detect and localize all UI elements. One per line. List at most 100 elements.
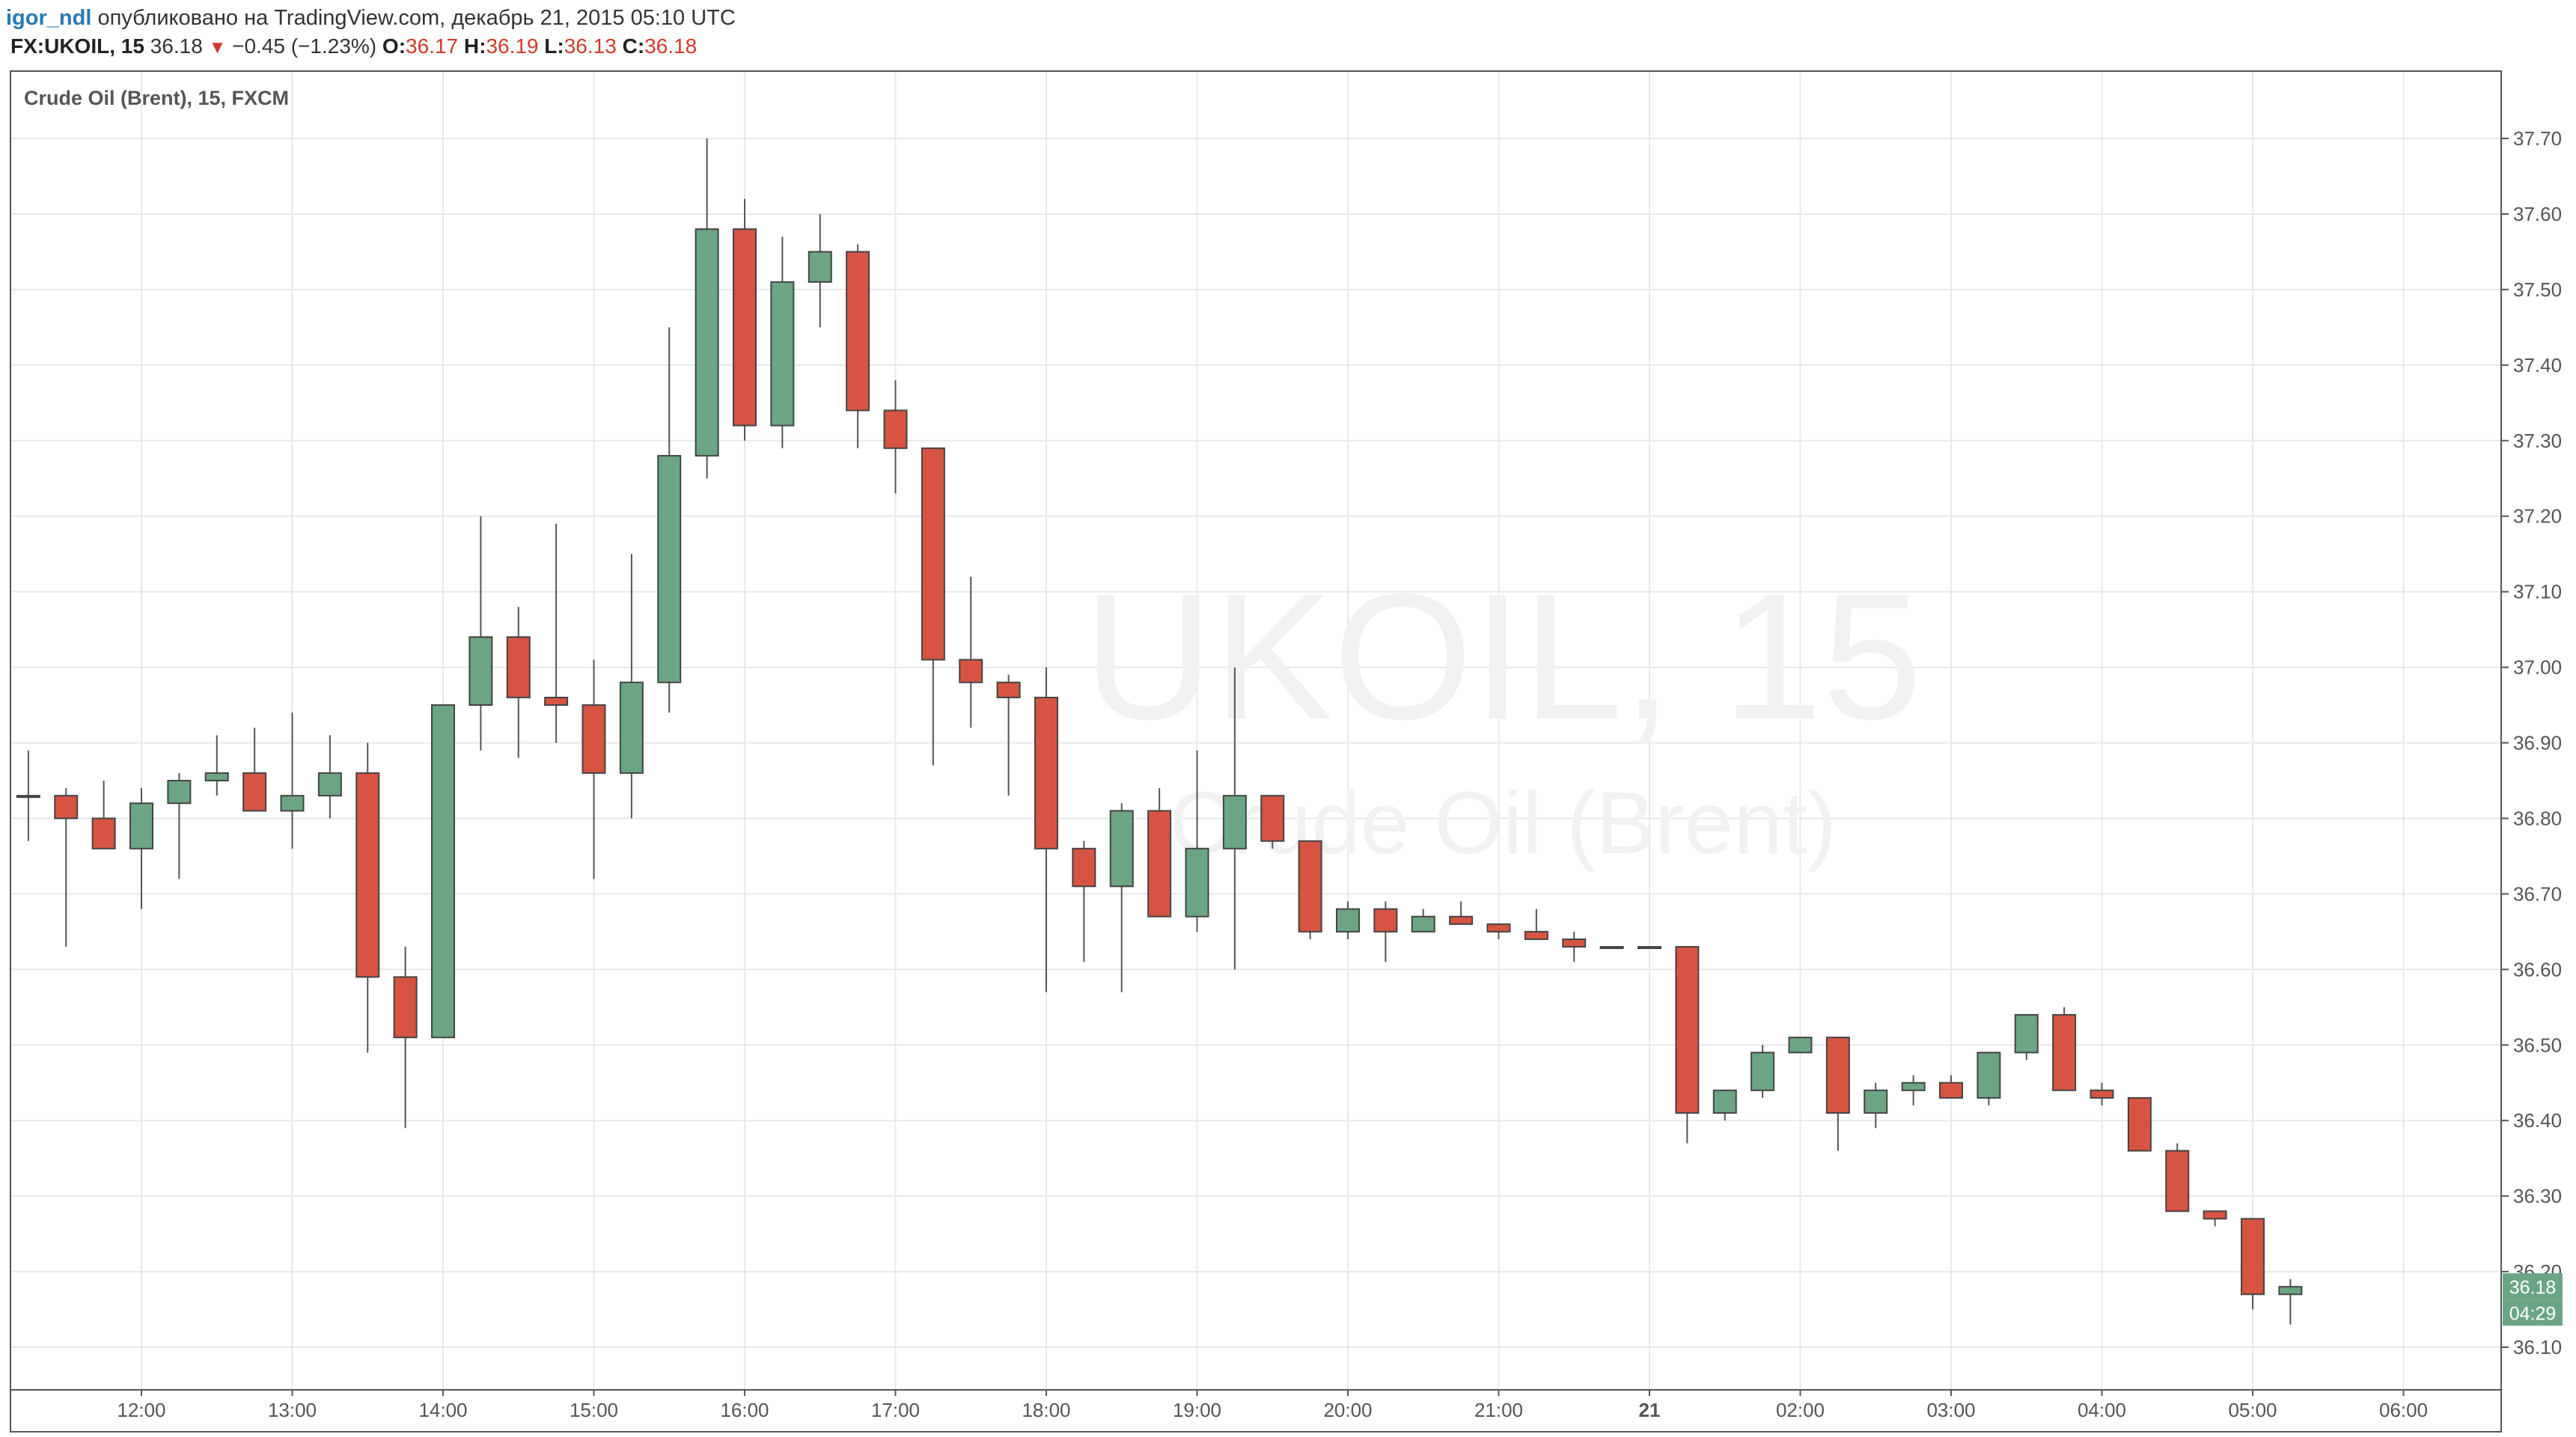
candle-down[interactable] xyxy=(733,198,757,441)
candle-body xyxy=(1260,795,1285,842)
candle-up[interactable] xyxy=(1977,1052,2001,1105)
candle-body xyxy=(1185,847,1209,918)
candle-up[interactable] xyxy=(657,327,682,713)
candle-down[interactable] xyxy=(1675,946,1700,1144)
candle-up[interactable] xyxy=(1222,667,1247,970)
candle-body xyxy=(2241,1218,2265,1296)
candle-up[interactable] xyxy=(1864,1082,1888,1129)
candle-body xyxy=(657,454,682,683)
candle-up[interactable] xyxy=(1751,1045,1775,1098)
candle-down[interactable] xyxy=(1034,667,1058,992)
candle-up[interactable] xyxy=(431,704,455,1039)
candle-up[interactable] xyxy=(1788,1037,1813,1054)
candle-down[interactable] xyxy=(921,447,945,766)
candle-down[interactable] xyxy=(1072,840,1096,962)
x-tick-label: 06:00 xyxy=(2379,1399,2428,1421)
countdown-tag-text: 04:29 xyxy=(2509,1303,2557,1324)
candle-body xyxy=(1109,810,1134,888)
candle-up[interactable] xyxy=(16,750,40,841)
candle-down[interactable] xyxy=(2052,1007,2077,1091)
candle-up[interactable] xyxy=(1712,1089,1737,1121)
candle-up[interactable] xyxy=(2014,1013,2039,1061)
candle-down[interactable] xyxy=(2203,1210,2227,1227)
candle-down[interactable] xyxy=(355,742,380,1053)
candle-up[interactable] xyxy=(1411,909,1435,933)
candle-down[interactable] xyxy=(1939,1075,1963,1099)
candle-down[interactable] xyxy=(242,727,267,812)
candle-body xyxy=(846,251,870,412)
open-value: 36.17 xyxy=(406,34,459,58)
candle-down[interactable] xyxy=(1373,901,1398,962)
candle-up[interactable] xyxy=(468,516,493,751)
x-tick-label: 13:00 xyxy=(268,1399,317,1421)
candle-down[interactable] xyxy=(1298,840,1322,939)
candle-up[interactable] xyxy=(1109,803,1134,992)
candle-body xyxy=(2278,1286,2303,1296)
candle-down[interactable] xyxy=(846,244,870,448)
candle-body xyxy=(355,772,380,978)
candle-up[interactable] xyxy=(1638,946,1661,950)
candle-down[interactable] xyxy=(996,674,1021,796)
candle-body xyxy=(959,659,983,683)
x-tick-label: 21:00 xyxy=(1474,1399,1523,1421)
candle-up[interactable] xyxy=(129,788,153,909)
candle-down[interactable] xyxy=(1562,931,1587,962)
candle-up[interactable] xyxy=(1336,901,1360,939)
candle-down[interactable] xyxy=(1449,901,1474,925)
candle-down[interactable] xyxy=(54,788,79,948)
candle-down[interactable] xyxy=(883,380,908,494)
candle-body xyxy=(1751,1052,1775,1091)
candle-down[interactable] xyxy=(91,780,116,849)
change-down-icon: ▼ xyxy=(208,37,227,58)
x-tick-label: 18:00 xyxy=(1022,1399,1070,1421)
time-axis[interactable]: 12:00 13:00 14:00 15:00 16:00 17:00 18:00 19:00… xyxy=(117,1390,2428,1421)
candle-body xyxy=(1788,1037,1813,1054)
candle-body xyxy=(1524,930,1548,940)
candle-up[interactable] xyxy=(280,713,305,849)
candle-body xyxy=(431,704,455,1039)
candle-body xyxy=(1977,1052,2001,1099)
author-link[interactable]: igor_ndl xyxy=(6,6,92,30)
candle-up[interactable] xyxy=(695,138,719,479)
candle-down[interactable] xyxy=(1260,795,1285,849)
candle-down[interactable] xyxy=(2165,1143,2190,1212)
symbol-label: FX:UKOIL, 15 xyxy=(10,34,144,58)
candle-up[interactable] xyxy=(1901,1075,1926,1105)
chart-title: Crude Oil (Brent), 15, FXCM xyxy=(24,87,289,109)
price-axis[interactable]: 37.70 37.60 37.50 37.40 37.30 37.20 37.10 37.00… xyxy=(2501,127,2562,1358)
candles xyxy=(16,138,2303,1325)
candle-down[interactable] xyxy=(2090,1082,2114,1105)
candle-down[interactable] xyxy=(2241,1218,2265,1310)
candle-down[interactable] xyxy=(1486,923,1511,939)
candle-down[interactable] xyxy=(393,947,418,1129)
x-tick-label: 21 xyxy=(1639,1399,1661,1421)
candle-up[interactable] xyxy=(770,237,795,448)
candle-down[interactable] xyxy=(2127,1096,2152,1152)
candle-down[interactable] xyxy=(959,576,983,728)
candle-body xyxy=(2165,1150,2190,1212)
candle-up[interactable] xyxy=(1185,750,1209,932)
candle-up[interactable] xyxy=(2278,1279,2303,1325)
candle-body xyxy=(808,251,832,283)
candle-down[interactable] xyxy=(1825,1037,1850,1151)
candle-up[interactable] xyxy=(317,735,342,819)
candle-body xyxy=(883,409,908,449)
candle-down[interactable] xyxy=(506,606,531,758)
candle-body xyxy=(544,696,569,707)
candle-down[interactable] xyxy=(1524,909,1548,940)
candle-up[interactable] xyxy=(167,772,192,879)
candle-body xyxy=(468,636,493,707)
candle-down[interactable] xyxy=(1147,788,1172,918)
candle-body xyxy=(2014,1013,2039,1054)
candle-body xyxy=(996,681,1021,698)
candle-body xyxy=(1373,908,1398,933)
candle-up[interactable] xyxy=(204,735,229,796)
candle-body xyxy=(167,779,192,805)
candle-down[interactable] xyxy=(582,659,606,879)
candle-up[interactable] xyxy=(808,213,832,328)
candle-up[interactable] xyxy=(1599,946,1624,950)
candle-up[interactable] xyxy=(619,554,644,819)
time-axis-border xyxy=(10,1389,2502,1433)
candle-down[interactable] xyxy=(544,523,569,743)
